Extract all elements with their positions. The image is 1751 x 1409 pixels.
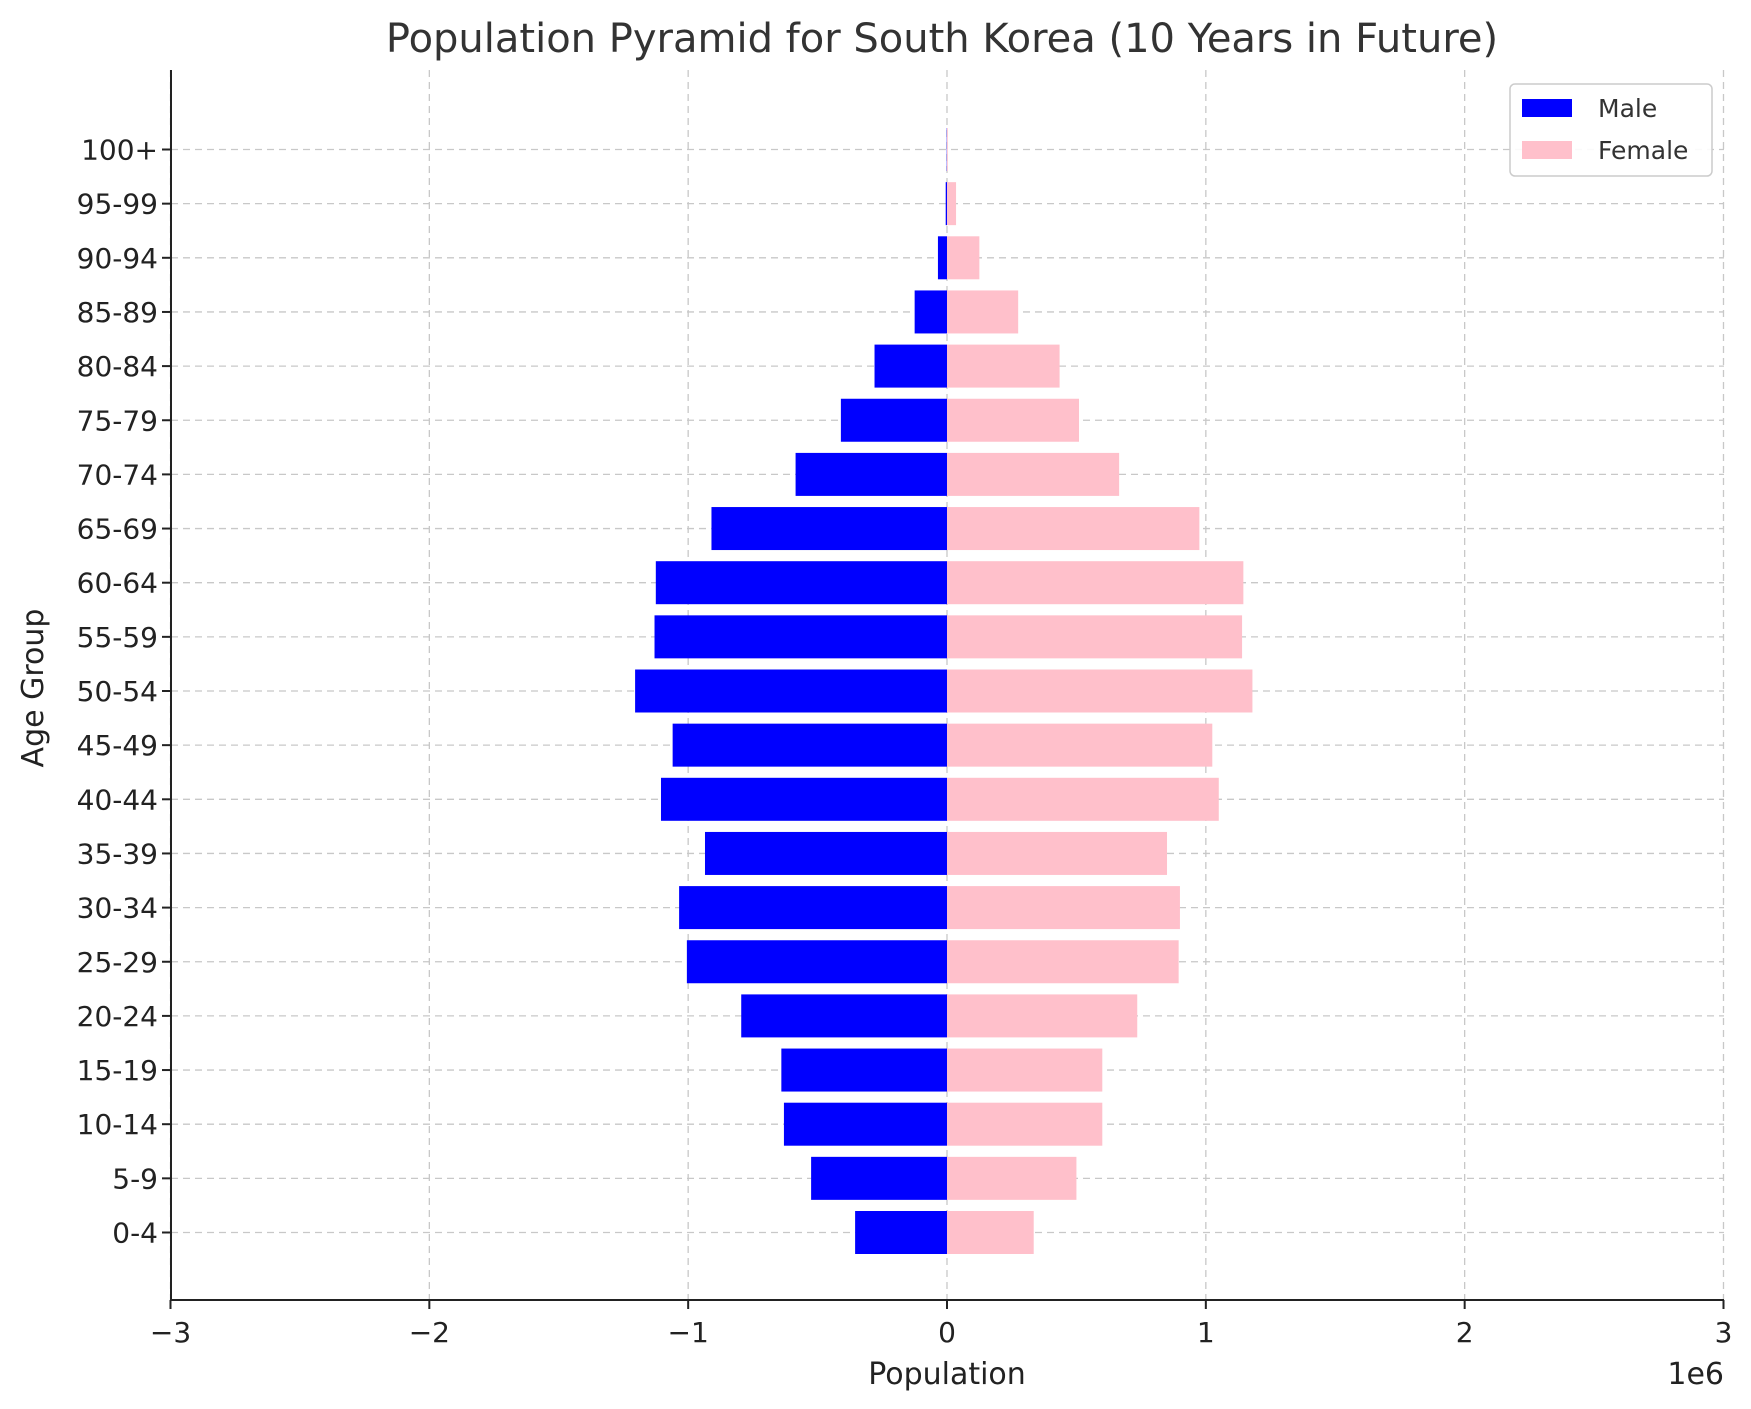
- x-tick-label: −1: [668, 1316, 709, 1349]
- bar-female-60-64: [947, 561, 1244, 605]
- bar-female-20-24: [947, 994, 1138, 1038]
- bar-female-5-9: [947, 1156, 1077, 1200]
- bar-female-85-89: [947, 290, 1019, 334]
- x-tick-label: −3: [150, 1316, 191, 1349]
- bar-male-35-39: [704, 831, 947, 875]
- y-tick-label: 95-99: [77, 188, 158, 221]
- chart-title: Population Pyramid for South Korea (10 Y…: [386, 16, 1498, 62]
- y-tick-label: 25-29: [77, 946, 158, 979]
- grid-lines: [169, 70, 1725, 1300]
- bar-male-40-44: [660, 777, 947, 821]
- y-axis-label: Age Group: [16, 609, 51, 768]
- y-tick-label: 30-34: [77, 892, 158, 925]
- bar-male-50-54: [635, 669, 947, 713]
- bar-male-95-99: [945, 182, 947, 226]
- y-tick-label: 5-9: [112, 1162, 158, 1195]
- bar-female-95-99: [947, 182, 957, 226]
- bar-female-50-54: [947, 669, 1253, 713]
- y-tick-label: 100+: [81, 134, 158, 167]
- x-axis-label: Population: [868, 1357, 1026, 1392]
- y-tick-label: 0-4: [112, 1217, 158, 1250]
- bar-female-80-84: [947, 344, 1060, 388]
- y-tick-label: 55-59: [77, 621, 158, 654]
- bar-male-80-84: [874, 344, 947, 388]
- bar-female-75-79: [947, 398, 1080, 442]
- bar-female-15-19: [947, 1048, 1103, 1092]
- y-tick-label: 10-14: [77, 1108, 158, 1141]
- bar-male-70-74: [795, 452, 947, 496]
- bar-male-65-69: [711, 507, 947, 551]
- bar-female-35-39: [947, 831, 1168, 875]
- bar-male-90-94: [937, 236, 947, 280]
- bar-female-10-14: [947, 1102, 1103, 1146]
- bar-female-40-44: [947, 777, 1219, 821]
- x-tick-label: 1: [1197, 1316, 1215, 1349]
- y-tick-label: 40-44: [77, 783, 158, 816]
- y-tick-label: 65-69: [77, 513, 158, 546]
- y-tick-label: 45-49: [77, 729, 158, 762]
- legend-label-female: Female: [1598, 136, 1688, 165]
- bar-female-90-94: [947, 236, 980, 280]
- x-tick-label: 3: [1715, 1316, 1733, 1349]
- bar-male-45-49: [672, 723, 947, 767]
- legend-label-male: Male: [1598, 94, 1657, 123]
- bar-male-25-29: [686, 940, 947, 984]
- legend-swatch-male: [1522, 99, 1572, 117]
- y-tick-label: 60-64: [77, 567, 158, 600]
- bar-female-25-29: [947, 940, 1179, 984]
- y-tick-label: 50-54: [77, 675, 158, 708]
- bar-male-10-14: [783, 1102, 947, 1146]
- bar-female-70-74: [947, 452, 1120, 496]
- bar-female-100+: [947, 128, 948, 171]
- y-tick-label: 20-24: [77, 1000, 158, 1033]
- y-tick-label: 15-19: [77, 1054, 158, 1087]
- bar-female-45-49: [947, 723, 1213, 767]
- bar-male-60-64: [655, 561, 947, 605]
- bar-male-55-59: [654, 615, 947, 659]
- x-axis-scale-label: 1e6: [1667, 1357, 1724, 1392]
- y-tick-label: 70-74: [77, 458, 158, 491]
- bar-female-30-34: [947, 886, 1180, 930]
- bar-male-30-34: [679, 886, 947, 930]
- legend-swatch-female: [1522, 141, 1572, 159]
- bar-male-15-19: [781, 1048, 947, 1092]
- x-tick-label: 2: [1456, 1316, 1474, 1349]
- x-tick-label: 0: [938, 1316, 956, 1349]
- y-tick-label: 75-79: [77, 404, 158, 437]
- bar-male-0-4: [855, 1211, 947, 1254]
- bar-female-65-69: [947, 507, 1200, 551]
- y-tick-label: 80-84: [77, 350, 158, 383]
- bars: [635, 128, 1253, 1254]
- bar-male-20-24: [741, 994, 947, 1038]
- y-tick-label: 85-89: [77, 296, 158, 329]
- axis-ticks: −3 −2 −1 0 1 2 3 0-4 5-9 10-14 15-19 20-24 25-29 30-3…: [77, 134, 1733, 1350]
- legend: Male Female: [1509, 83, 1713, 177]
- y-tick-label: 35-39: [77, 837, 158, 870]
- bar-male-85-89: [914, 290, 947, 334]
- bar-male-5-9: [811, 1156, 947, 1200]
- x-tick-label: −2: [409, 1316, 450, 1349]
- bar-female-0-4: [947, 1211, 1034, 1254]
- bar-male-75-79: [840, 398, 947, 442]
- y-tick-label: 90-94: [77, 242, 158, 275]
- bar-female-55-59: [947, 615, 1243, 659]
